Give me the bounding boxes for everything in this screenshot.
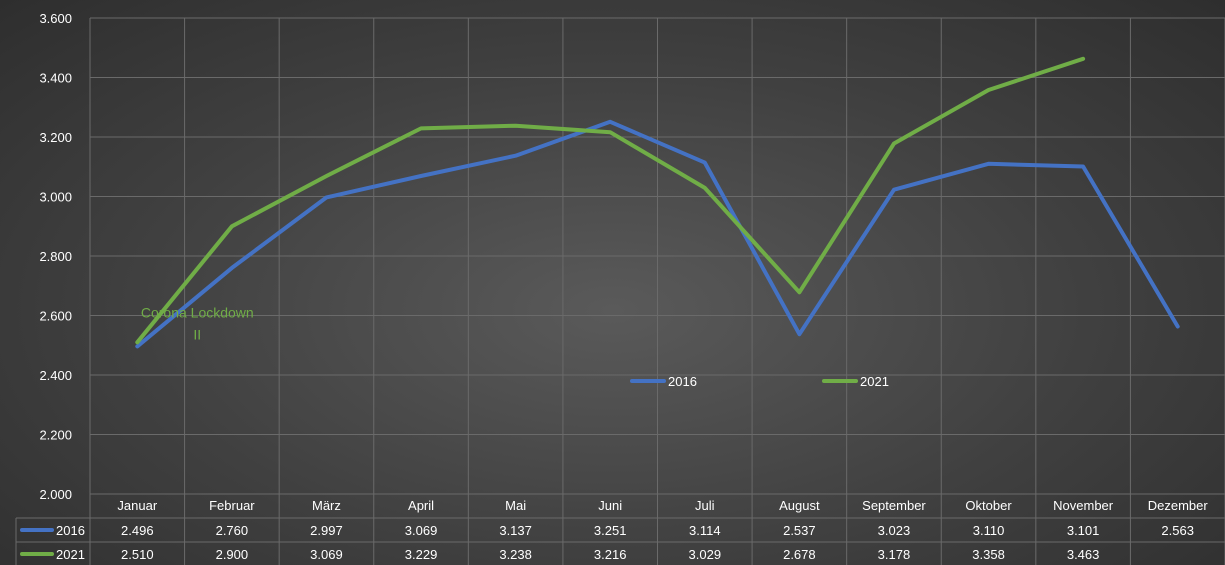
data-table-cell: 3.069 <box>310 547 343 562</box>
y-tick-label: 3.600 <box>39 11 72 26</box>
y-tick-label: 2.400 <box>39 368 72 383</box>
data-table-cell: 3.029 <box>689 547 722 562</box>
legend-label-2021: 2021 <box>860 374 889 389</box>
x-tick-label: Februar <box>209 498 255 513</box>
x-tick-label: Juni <box>598 498 622 513</box>
data-table-cell: 2.510 <box>121 547 154 562</box>
y-tick-label: 3.000 <box>39 190 72 205</box>
legend: 2016 2021 <box>630 374 889 389</box>
series-line-2016 <box>135 119 1180 349</box>
table-series-name: 2021 <box>56 547 85 562</box>
data-table-cell: 3.114 <box>689 523 721 538</box>
x-tick-label: Juli <box>695 498 715 513</box>
y-tick-label: 2.200 <box>39 428 72 443</box>
data-table-cell: 3.137 <box>499 523 532 538</box>
data-table-cell: 2.563 <box>1161 523 1194 538</box>
series-line-2021 <box>135 56 1086 345</box>
x-tick-label: Januar <box>117 498 157 513</box>
y-axis-tick-labels: 2.000 2.200 2.400 2.600 2.800 3.000 3.200 3.400… <box>39 11 72 502</box>
data-table-cell: 3.101 <box>1067 523 1100 538</box>
data-table-cell: 3.069 <box>405 523 438 538</box>
y-tick-label: 3.200 <box>39 130 72 145</box>
x-tick-label: März <box>312 498 341 513</box>
data-table-cell: 3.178 <box>878 547 911 562</box>
data-table-cell: 3.023 <box>878 523 911 538</box>
data-table-cell: 3.251 <box>594 523 627 538</box>
data-table-cell: 2.900 <box>216 547 249 562</box>
y-tick-label: 2.600 <box>39 309 72 324</box>
gridlines <box>89 17 1225 565</box>
data-table-cell: 3.238 <box>499 547 532 562</box>
data-table-cell: 3.358 <box>972 547 1005 562</box>
x-tick-label: September <box>862 498 926 513</box>
data-table-cell: 2.496 <box>121 523 154 538</box>
y-tick-label: 2.800 <box>39 249 72 264</box>
series-lines <box>135 56 1180 349</box>
x-tick-label: November <box>1053 498 1114 513</box>
annotation-text: Corona Lockdown II <box>141 305 254 343</box>
legend-label-2016: 2016 <box>668 374 697 389</box>
data-table-cell: 3.110 <box>973 523 1005 538</box>
data-table: Januar Februar März April Mai Juni Juli August S… <box>15 493 1225 565</box>
y-tick-label: 2.000 <box>39 487 72 502</box>
x-tick-label: Dezember <box>1148 498 1209 513</box>
data-table-cell: 2.997 <box>310 523 343 538</box>
y-tick-label: 3.400 <box>39 71 72 86</box>
data-table-cell: 3.216 <box>594 547 627 562</box>
data-table-cell: 2.760 <box>216 523 249 538</box>
data-table-cell: 2.678 <box>783 547 816 562</box>
data-table-cell: 3.463 <box>1067 547 1100 562</box>
data-table-cell: 2.537 <box>783 523 816 538</box>
x-tick-label: Mai <box>505 498 526 513</box>
x-tick-label: Oktober <box>965 498 1012 513</box>
table-series-name: 2016 <box>56 523 85 538</box>
x-tick-label: April <box>408 498 434 513</box>
annotations: Corona Lockdown II <box>141 305 254 343</box>
x-tick-label: August <box>779 498 820 513</box>
data-table-cell: 3.229 <box>405 547 438 562</box>
